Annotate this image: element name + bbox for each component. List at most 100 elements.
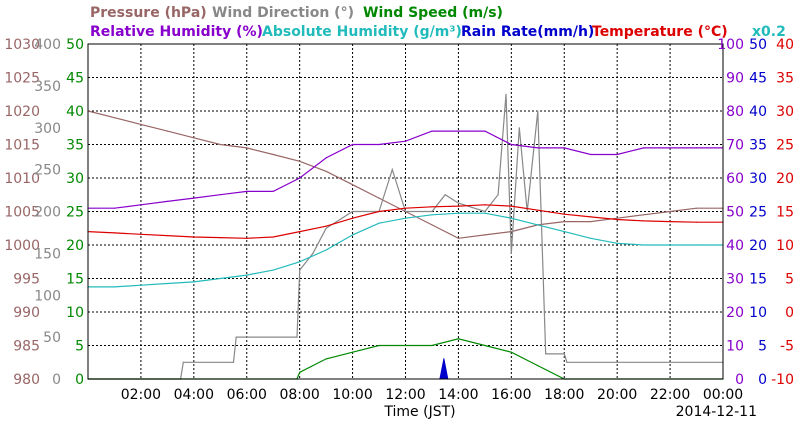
legend-relative-humidity: Relative Humidity (%): [90, 24, 263, 40]
x-tick-label: 10:00: [332, 387, 372, 403]
data-point: [219, 143, 221, 146]
y-tick-label: 990: [13, 305, 40, 321]
y-tick-label: 80: [726, 104, 744, 120]
y-tick-label: 20: [776, 171, 794, 187]
y-tick-label: 40: [726, 238, 744, 254]
data-point: [113, 232, 116, 234]
data-point: [669, 221, 671, 223]
y-tick-label: 50: [749, 37, 767, 53]
data-point: [352, 351, 354, 353]
y-tick-label: 40: [749, 104, 767, 120]
y-tick-label: 1010: [4, 171, 40, 187]
y-tick-label: 0: [785, 305, 794, 321]
x-tick-label: 12:00: [385, 387, 425, 403]
data-point: [590, 221, 592, 223]
data-point: [166, 235, 168, 237]
y-tick-label: 1015: [4, 138, 40, 154]
data-point: [695, 207, 698, 209]
data-point: [484, 234, 486, 236]
data-point: [431, 214, 433, 216]
y-tick-label: 1000: [4, 238, 40, 254]
data-point: [246, 274, 248, 276]
data-point: [182, 361, 184, 363]
y-tick-label: 10: [749, 305, 767, 321]
data-point: [272, 190, 274, 192]
y-tick-label: 15: [776, 205, 794, 221]
data-point: [484, 210, 486, 213]
data-point: [537, 110, 539, 112]
data-point: [352, 184, 354, 186]
y-tick-label: 20: [726, 305, 744, 321]
data-point: [193, 197, 195, 199]
y-tick-label: -5: [780, 339, 794, 355]
data-point: [352, 217, 354, 219]
data-point: [299, 269, 301, 271]
y-tick-label: 985: [13, 339, 40, 355]
data-point: [616, 153, 618, 156]
data-point: [325, 157, 327, 159]
data-point: [510, 205, 512, 207]
data-point: [219, 237, 221, 239]
data-point: [299, 177, 301, 179]
data-point: [537, 224, 539, 226]
data-point: [312, 252, 314, 254]
x-tick-label: 20:00: [597, 387, 637, 403]
data-point: [404, 217, 407, 219]
data-point: [510, 351, 512, 353]
data-point: [616, 217, 618, 219]
data-point: [193, 137, 195, 139]
y-tick-label: 1020: [4, 104, 40, 120]
data-point: [457, 130, 459, 132]
y-tick-label: 40: [66, 104, 84, 120]
data-point: [457, 202, 459, 204]
x-tick-label: 02:00: [121, 387, 161, 403]
y-tick-label: 50: [726, 205, 744, 221]
y-tick-label: 100: [717, 37, 744, 53]
y-tick-label: 30: [776, 104, 794, 120]
y-tick-label: 50: [66, 37, 84, 53]
data-point: [299, 371, 301, 373]
data-point: [563, 147, 565, 149]
y-tick-label: 40: [776, 37, 794, 53]
y-tick-label: 250: [34, 163, 61, 179]
legend-temperature: Temperature (°C): [592, 24, 728, 40]
data-point: [566, 361, 568, 363]
y-tick-label: 35: [66, 138, 84, 154]
date-label: 2014-12-11: [676, 404, 757, 420]
data-point: [563, 213, 565, 215]
y-tick-label: 0: [758, 372, 767, 388]
y-tick-label: 5: [75, 339, 84, 355]
legend-multiplier: x0.2: [752, 24, 786, 40]
data-point: [616, 218, 618, 221]
data-point: [378, 143, 380, 146]
y-tick-label: 5: [758, 339, 767, 355]
y-tick-label: 995: [13, 272, 40, 288]
data-point: [418, 210, 420, 213]
data-point: [378, 197, 380, 199]
data-point: [352, 210, 354, 213]
data-point: [643, 147, 645, 149]
data-point: [166, 130, 168, 132]
data-point: [140, 284, 142, 286]
data-point: [431, 206, 433, 208]
data-point: [325, 358, 327, 360]
data-point: [643, 214, 645, 216]
legend: Pressure (hPa) Wind Direction (°) Wind S…: [90, 5, 786, 40]
data-point: [590, 216, 592, 218]
data-point: [510, 217, 512, 219]
data-point: [643, 244, 645, 246]
data-point: [484, 212, 486, 214]
x-axis-label: Time (JST): [383, 404, 455, 420]
data-point: [378, 210, 380, 213]
data-point: [296, 336, 298, 338]
data-point: [526, 210, 528, 213]
data-point: [563, 221, 565, 223]
series-line: [88, 94, 723, 380]
data-point: [563, 353, 565, 355]
data-point: [391, 169, 393, 171]
data-point: [235, 336, 237, 338]
y-tick-label: 30: [66, 171, 84, 187]
data-point: [457, 338, 459, 340]
data-point: [272, 236, 274, 238]
x-tick-label: 14:00: [438, 387, 478, 403]
